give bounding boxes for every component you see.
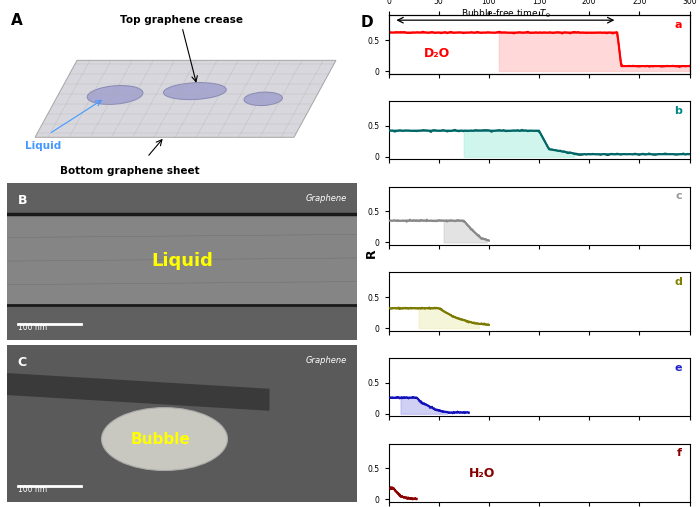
Text: Liquid: Liquid [151,252,213,270]
Text: Graphene: Graphene [305,356,346,365]
Text: Bottom graphene sheet: Bottom graphene sheet [60,166,199,176]
Text: b: b [674,105,682,116]
Text: 100 nm: 100 nm [18,485,47,494]
Text: D₂O: D₂O [424,47,450,60]
Text: 100 nm: 100 nm [18,323,47,332]
Ellipse shape [102,408,228,470]
Ellipse shape [88,86,143,104]
Polygon shape [7,373,270,411]
Text: C: C [18,356,27,369]
Text: a: a [675,20,682,30]
Text: Bubble: Bubble [131,431,191,447]
Text: B: B [18,194,27,206]
Bar [7,214,357,305]
Ellipse shape [163,83,226,99]
Text: Top graphene crease: Top graphene crease [120,15,244,25]
Text: D: D [360,15,373,30]
Polygon shape [35,60,336,137]
Text: d: d [674,277,682,287]
Text: Bubble-free time $T_0$: Bubble-free time $T_0$ [461,8,550,20]
Ellipse shape [244,92,282,105]
Text: A: A [10,14,22,28]
Text: Liquid: Liquid [25,140,61,151]
Text: R: R [365,249,377,258]
Text: c: c [676,191,682,201]
Text: e: e [675,363,682,373]
Text: f: f [677,448,682,458]
Text: H₂O: H₂O [469,467,495,480]
Text: Graphene: Graphene [305,194,346,202]
